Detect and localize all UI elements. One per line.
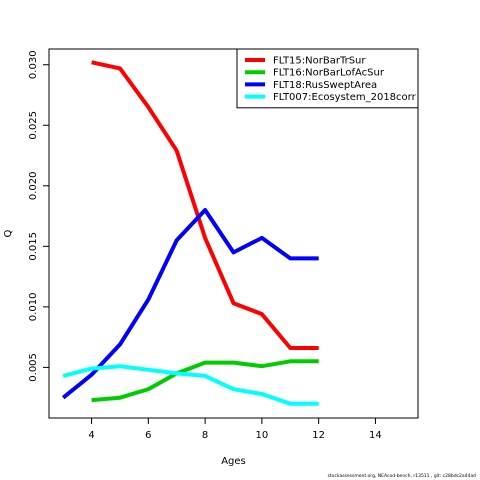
x-tick-label: 6	[145, 430, 151, 441]
x-tick-label: 14	[369, 430, 382, 441]
plot-frame	[48, 48, 419, 419]
footer-text: stockassessment.org, NEAcod-bench, r1351…	[327, 474, 476, 479]
series-line-3	[61, 208, 319, 400]
legend-label: FLT15:NorBarTrSur	[273, 56, 366, 67]
legend-label: FLT16:NorBarLofAcSur	[273, 68, 385, 79]
x-axis-label: Ages	[221, 456, 246, 467]
y-axis-label: Q	[3, 229, 14, 237]
series-line-2	[91, 359, 319, 403]
legend-box	[236, 48, 419, 109]
x-tick-label: 12	[312, 430, 325, 441]
y-tick-label: 0.010	[28, 293, 39, 322]
y-tick-label: 0.025	[28, 111, 39, 140]
x-tick-label: 10	[256, 430, 269, 441]
y-tick-label: 0.020	[28, 171, 39, 200]
legend-label: FLT18:RusSweptArea	[273, 80, 377, 91]
series-line-4	[62, 364, 319, 406]
y-tick-label: 0.030	[28, 50, 39, 79]
legend-label: FLT007:Ecosystem_2018corr	[273, 92, 417, 103]
y-tick-label: 0.005	[28, 353, 39, 382]
x-tick-label: 4	[88, 430, 94, 441]
y-tick-label: 0.015	[28, 232, 39, 261]
x-tick-label: 8	[202, 430, 208, 441]
series-line-1	[91, 60, 319, 350]
